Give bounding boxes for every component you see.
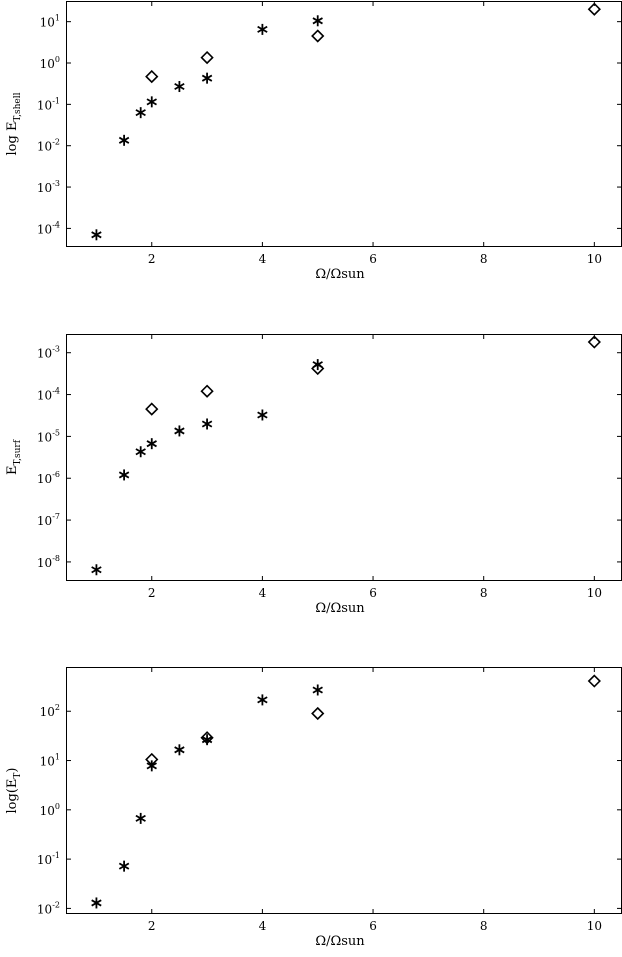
y-tick-label: 10-4 <box>37 220 60 236</box>
diamond-point <box>311 361 325 376</box>
x-tick-label: 10 <box>587 586 602 600</box>
y-tick-label: 10-2 <box>37 900 60 916</box>
asterisk-point <box>91 897 102 909</box>
x-tick-label: 8 <box>480 586 488 600</box>
y-tick-label: 10-3 <box>37 345 60 361</box>
asterisk-point <box>174 425 185 437</box>
x-tick-label: 6 <box>369 919 377 933</box>
diamond-point <box>311 29 325 43</box>
x-tick-label: 6 <box>369 586 377 600</box>
diamond-series <box>145 335 601 416</box>
asterisk-point <box>201 72 213 84</box>
diamond-point <box>145 752 159 767</box>
asterisk-point <box>135 107 146 119</box>
y-tick-label: 101 <box>40 753 60 769</box>
y-tick-label: 102 <box>40 703 60 719</box>
diamond-point <box>587 674 601 688</box>
y-axis-label: ET,surf <box>5 439 23 475</box>
asterisk-point <box>201 418 213 430</box>
diamond-point <box>587 2 601 16</box>
y-tick-label: 10-1 <box>37 851 60 867</box>
x-tick-label: 4 <box>259 252 267 266</box>
asterisk-point <box>257 694 268 706</box>
x-tick-label: 10 <box>587 919 602 933</box>
y-axis-label: log(ET) <box>5 768 23 814</box>
plot-frame <box>66 1 622 247</box>
diamond-point <box>200 384 214 398</box>
asterisk-point <box>312 15 323 27</box>
diamond-point <box>200 731 214 745</box>
asterisk-point <box>174 744 185 756</box>
diamond-point <box>145 402 159 416</box>
plot-frame <box>66 667 622 914</box>
diamond-series <box>145 674 601 767</box>
diamond-point <box>200 50 214 65</box>
diamond-point <box>145 69 159 84</box>
asterisk-point <box>257 409 268 421</box>
asterisk-point <box>118 134 130 146</box>
asterisk-point <box>312 684 323 696</box>
y-tick-label: 10-1 <box>37 96 60 112</box>
x-tick-label: 8 <box>480 919 488 933</box>
x-tick-label: 2 <box>148 919 156 933</box>
y-tick-label: 101 <box>40 14 60 30</box>
asterisk-point <box>146 96 157 108</box>
x-axis-label: Ω/Ωsun <box>315 934 365 949</box>
asterisk-series <box>91 359 323 576</box>
x-axis-label: Ω/Ωsun <box>315 601 365 616</box>
asterisk-point <box>118 860 130 872</box>
y-tick-label: 10-2 <box>37 138 60 154</box>
asterisk-point <box>174 81 185 93</box>
panel-3: 2 4 6 8 10 102 101 100 10-1 10-2 Ω/Ωsun log(ET) <box>5 667 622 949</box>
y-axis-label: log ET,shell <box>5 92 23 155</box>
diamond-series <box>145 2 601 84</box>
y-tick-label: 10-4 <box>37 387 60 403</box>
asterisk-point <box>135 446 146 458</box>
x-tick-label: 8 <box>480 252 488 266</box>
asterisk-point <box>146 438 157 450</box>
asterisk-series <box>91 684 323 909</box>
asterisk-point <box>257 23 268 35</box>
y-tick-label: 10-6 <box>37 470 60 486</box>
diamond-point <box>587 335 601 349</box>
x-tick-label: 6 <box>369 252 377 266</box>
x-tick-label: 4 <box>259 586 267 600</box>
x-tick-label: 2 <box>148 252 156 266</box>
y-tick-label: 10-7 <box>37 512 60 528</box>
x-axis-label: Ω/Ωsun <box>315 267 365 282</box>
asterisk-point <box>91 229 102 241</box>
asterisk-point <box>312 359 323 371</box>
y-tick-label: 100 <box>40 802 60 818</box>
y-tick-label: 100 <box>40 55 60 71</box>
diamond-point <box>311 706 325 721</box>
plot-frame <box>66 334 622 581</box>
y-tick-label: 10-8 <box>37 554 60 570</box>
asterisk-point <box>135 812 146 824</box>
asterisk-point <box>118 469 130 481</box>
x-tick-label: 10 <box>587 252 602 266</box>
panel-2: 2 4 6 8 10 10-3 10-4 10-5 10-6 10-7 10-8 Ω/Ωsun ET,s… <box>5 334 622 616</box>
panel-1: 2 4 6 8 10 101 100 10-1 10-2 10-3 10-4 Ω/Ωsun log ET… <box>5 1 622 282</box>
y-tick-label: 10-5 <box>37 428 60 444</box>
asterisk-point <box>91 564 102 576</box>
y-tick-label: 10-3 <box>37 179 60 195</box>
asterisk-series <box>91 15 323 241</box>
x-tick-label: 2 <box>148 586 156 600</box>
x-tick-label: 4 <box>259 919 267 933</box>
